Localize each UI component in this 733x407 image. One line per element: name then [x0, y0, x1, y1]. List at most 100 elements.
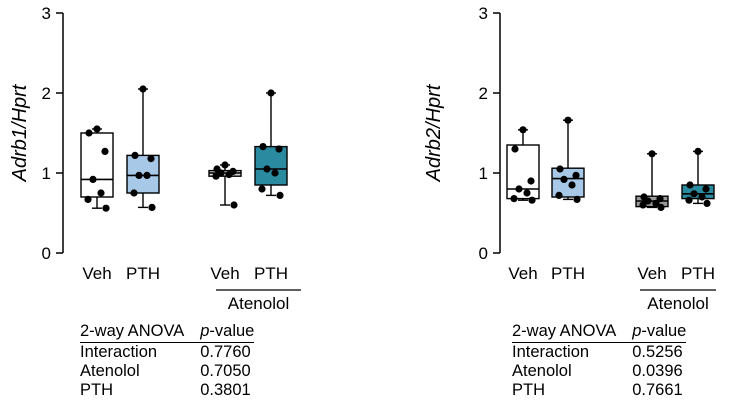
- data-point: [275, 145, 283, 153]
- p-value: 0.7760: [200, 343, 251, 361]
- data-point: [698, 193, 706, 201]
- data-point: [648, 150, 656, 158]
- p-value: 0.0396: [632, 362, 683, 380]
- chart-panel-1: 0 1 2 3 Adrb1/Hprt Veh PTH Veh PTH Atenolol: [9, 4, 301, 313]
- data-point: [259, 143, 267, 151]
- box-4: [254, 89, 288, 199]
- box-rect: [681, 184, 715, 200]
- data-point: [511, 145, 519, 153]
- data-point: [510, 195, 518, 203]
- term-label: Interaction: [512, 343, 590, 361]
- y-label-ref: Hprt: [423, 83, 445, 122]
- p-value: 0.5256: [632, 343, 683, 361]
- data-point: [652, 199, 660, 207]
- category-label: Veh: [508, 264, 537, 283]
- data-point: [702, 185, 710, 193]
- data-point: [93, 125, 101, 133]
- data-point: [644, 197, 652, 205]
- data-point: [89, 175, 97, 183]
- chart-panel-2: 0 1 2 3 Adrb2/Hprt Veh PTH Veh PTH Atenolol: [423, 4, 716, 313]
- anova-header-test: 2-way ANOVA: [512, 322, 633, 343]
- data-point: [130, 189, 138, 197]
- term-label: Interaction: [80, 343, 158, 361]
- category-label: PTH: [126, 264, 160, 283]
- y-tick-label: 1: [42, 164, 51, 183]
- category-label: PTH: [551, 264, 585, 283]
- y-tick-label: 0: [479, 244, 488, 263]
- data-point: [573, 195, 581, 203]
- data-point: [102, 204, 110, 212]
- data-point: [686, 181, 694, 189]
- group-label: Atenolol: [647, 294, 708, 313]
- box-rect: [506, 144, 540, 200]
- y-label-slash: /: [423, 120, 445, 130]
- table-row: Interaction 0.7760: [80, 343, 254, 363]
- box-1: [506, 126, 540, 204]
- term-label: PTH: [80, 381, 113, 399]
- data-point: [135, 171, 143, 179]
- data-point: [690, 190, 698, 198]
- box-rect: [80, 132, 114, 198]
- data-point: [225, 171, 233, 179]
- data-point: [555, 191, 563, 199]
- anova-table-adrb2: 2-way ANOVA p-value Interaction 0.5256 At…: [512, 322, 687, 400]
- data-point: [84, 195, 92, 203]
- y-axis-label: Adrb2/Hprt: [423, 83, 445, 182]
- data-point: [139, 85, 147, 93]
- data-point: [639, 201, 647, 209]
- p-value: 0.7661: [632, 381, 683, 399]
- data-point: [528, 196, 536, 204]
- data-point: [147, 155, 155, 163]
- p-italic: p: [632, 322, 642, 340]
- data-point: [230, 201, 238, 209]
- box-4: [681, 147, 715, 207]
- y-tick-label: 3: [42, 4, 51, 23]
- data-point: [101, 147, 109, 155]
- box-rect: [254, 145, 288, 186]
- anova-header-pvalue: p-value: [632, 322, 687, 343]
- y-label-gene: Adrb1: [9, 128, 31, 182]
- term-label: Atenolol: [80, 362, 140, 380]
- data-point: [221, 161, 229, 169]
- data-point: [685, 196, 693, 204]
- data-point: [657, 203, 665, 211]
- p-value: 0.7050: [200, 362, 251, 380]
- data-point: [703, 199, 711, 207]
- box-2: [126, 85, 160, 211]
- category-label: Veh: [210, 264, 239, 283]
- p-suffix: -value: [641, 322, 687, 340]
- data-point: [212, 172, 220, 180]
- data-point: [556, 165, 564, 173]
- y-tick-label: 3: [479, 4, 488, 23]
- anova-header-test: 2-way ANOVA: [80, 322, 201, 343]
- y-label-ref: Hprt: [9, 83, 31, 122]
- term-label: Atenolol: [512, 362, 572, 380]
- data-point: [85, 129, 93, 137]
- data-point: [97, 189, 105, 197]
- group-label: Atenolol: [228, 294, 289, 313]
- y-axis-label: Adrb1/Hprt: [9, 83, 31, 182]
- data-point: [564, 116, 572, 124]
- data-point: [258, 185, 266, 193]
- table-row: Atenolol 0.0396: [512, 362, 686, 381]
- anova-table-adrb1: 2-way ANOVA p-value Interaction 0.7760 At…: [80, 322, 255, 400]
- data-point: [271, 169, 279, 177]
- data-point: [148, 203, 156, 211]
- table-row: Atenolol 0.7050: [80, 362, 254, 381]
- y-tick-label: 1: [479, 164, 488, 183]
- data-point: [568, 181, 576, 189]
- data-point: [515, 185, 523, 193]
- data-point: [267, 89, 275, 97]
- box-3: [208, 161, 242, 209]
- box-3: [635, 150, 669, 211]
- data-point: [143, 171, 151, 179]
- y-label-gene: Adrb2: [423, 128, 445, 182]
- y-tick-label: 2: [479, 84, 488, 103]
- data-point: [131, 151, 139, 159]
- data-point: [523, 189, 531, 197]
- term-label: PTH: [512, 381, 545, 399]
- box-2: [551, 116, 585, 203]
- category-label: PTH: [681, 264, 715, 283]
